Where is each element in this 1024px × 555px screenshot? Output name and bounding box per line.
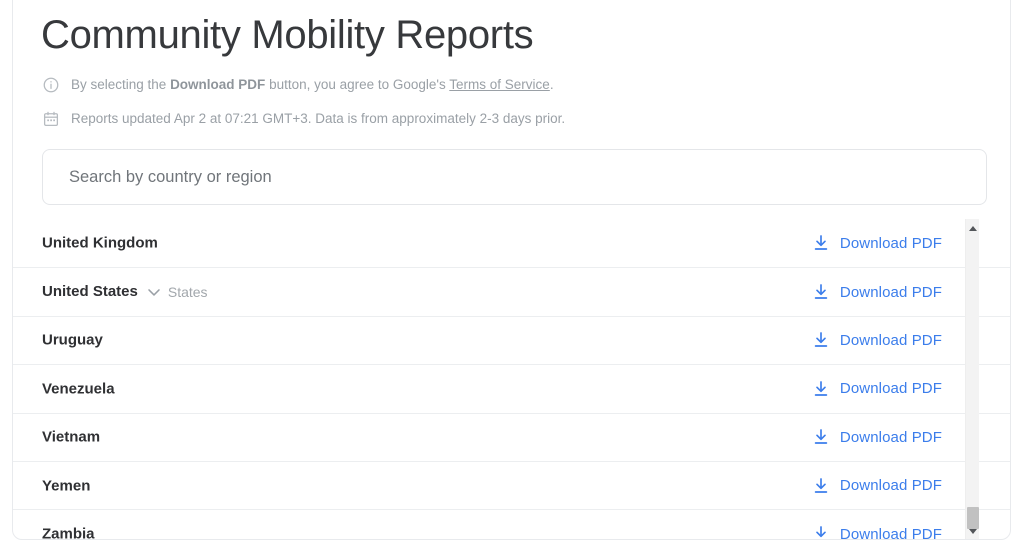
- terms-text-before: By selecting the: [71, 77, 171, 92]
- country-name: Yemen: [42, 477, 90, 494]
- updated-notice-text: Reports updated Apr 2 at 07:21 GMT+3. Da…: [71, 111, 566, 126]
- download-pdf-label: Download PDF: [839, 525, 942, 540]
- download-pdf-button[interactable]: Download PDF: [811, 282, 942, 302]
- terms-text-middle: button, you agree to Google's: [265, 77, 450, 92]
- table-row[interactable]: Uruguay Download PDF: [13, 315, 1010, 364]
- scroll-up-arrow[interactable]: [966, 221, 980, 235]
- download-pdf-button[interactable]: Download PDF: [811, 233, 942, 253]
- table-row[interactable]: Zambia Download PDF: [13, 509, 1010, 540]
- reports-card: Community Mobility Reports By selecting …: [12, 0, 1011, 540]
- download-pdf-bold: Download PDF: [170, 77, 266, 92]
- country-name: United States States: [42, 282, 208, 302]
- subregion-toggle[interactable]: States: [144, 282, 208, 302]
- chevron-down-icon: [144, 282, 164, 302]
- terms-notice: By selecting the Download PDF button, yo…: [42, 76, 554, 94]
- terms-notice-text: By selecting the Download PDF button, yo…: [71, 76, 554, 94]
- country-name-label: Venezuela: [42, 380, 115, 398]
- download-pdf-label: Download PDF: [839, 428, 942, 446]
- terms-text-after: .: [549, 77, 554, 92]
- download-pdf-label: Download PDF: [839, 380, 942, 398]
- updated-notice: Reports updated Apr 2 at 07:21 GMT+3. Da…: [42, 110, 565, 128]
- calendar-icon: [42, 110, 60, 128]
- download-pdf-button[interactable]: Download PDF: [811, 524, 942, 540]
- country-name-label: United States: [42, 283, 138, 301]
- country-name: United Kingdom: [42, 235, 158, 252]
- country-name: Vietnam: [42, 429, 100, 446]
- country-name-label: Yemen: [42, 477, 91, 495]
- download-pdf-button[interactable]: Download PDF: [811, 379, 942, 399]
- country-name-label: United Kingdom: [42, 234, 158, 252]
- table-row[interactable]: Venezuela Download PDF: [13, 364, 1010, 412]
- country-name: Zambia: [42, 525, 95, 540]
- page-title: Community Mobility Reports: [41, 13, 534, 57]
- download-icon: [811, 282, 831, 302]
- scroll-down-arrow[interactable]: [966, 524, 980, 538]
- download-icon: [811, 330, 831, 350]
- country-name: Uruguay: [42, 332, 103, 349]
- scrollbar-thumb[interactable]: [967, 507, 979, 529]
- table-row[interactable]: United Kingdom Download PDF: [13, 219, 1010, 267]
- country-name-label: Uruguay: [42, 331, 103, 349]
- info-icon: [42, 76, 60, 94]
- download-icon: [811, 476, 831, 496]
- download-icon: [811, 233, 831, 253]
- download-pdf-label: Download PDF: [839, 234, 942, 252]
- download-icon: [811, 524, 831, 539]
- download-pdf-label: Download PDF: [839, 331, 942, 349]
- country-name-label: Vietnam: [42, 428, 101, 446]
- search-input[interactable]: [43, 150, 986, 204]
- country-name: Venezuela: [42, 380, 115, 397]
- terms-of-service-link[interactable]: Terms of Service: [449, 77, 550, 92]
- country-name-label: Zambia: [42, 525, 95, 540]
- download-pdf-button[interactable]: Download PDF: [811, 330, 942, 350]
- download-pdf-button[interactable]: Download PDF: [811, 476, 942, 496]
- download-icon: [811, 379, 831, 399]
- table-row[interactable]: Yemen Download PDF: [13, 460, 1010, 509]
- download-icon: [811, 427, 831, 447]
- country-list: United Kingdom Download PDF United States S…: [13, 219, 1010, 540]
- download-pdf-label: Download PDF: [839, 283, 942, 301]
- card-content: Community Mobility Reports By selecting …: [13, 1, 1010, 540]
- download-pdf-button[interactable]: Download PDF: [811, 427, 942, 447]
- search-box[interactable]: [42, 149, 987, 205]
- table-row[interactable]: United States States Download PDF: [13, 267, 1010, 315]
- list-scrollbar[interactable]: [965, 219, 980, 539]
- download-pdf-label: Download PDF: [839, 477, 942, 495]
- table-row[interactable]: Vietnam Download PDF: [13, 412, 1010, 461]
- subregion-label: States: [167, 284, 208, 301]
- country-list-viewport: United Kingdom Download PDF United States S…: [13, 219, 1010, 540]
